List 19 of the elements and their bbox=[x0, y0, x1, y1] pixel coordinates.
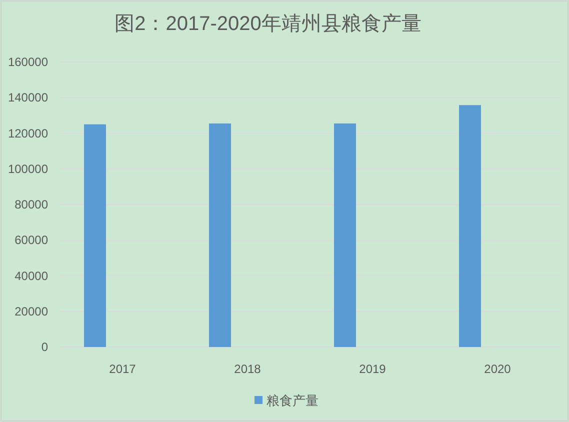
y-tick-label: 100000 bbox=[8, 162, 48, 176]
y-tick-label: 80000 bbox=[14, 198, 48, 212]
x-tick-label: 2020 bbox=[484, 362, 512, 376]
legend-label: 粮食产量 bbox=[266, 393, 318, 408]
y-tick-label: 0 bbox=[41, 340, 48, 354]
x-tick-label: 2017 bbox=[109, 362, 136, 376]
y-tick-label: 20000 bbox=[14, 304, 48, 318]
bar bbox=[84, 124, 106, 347]
y-tick-label: 40000 bbox=[14, 268, 48, 283]
y-tick-label: 60000 bbox=[14, 233, 48, 248]
chart-title: 图2：2017-2020年靖州县粮食产量 bbox=[114, 13, 422, 35]
y-tick-label: 140000 bbox=[8, 90, 48, 105]
x-tick-label: 2019 bbox=[359, 362, 386, 376]
bar bbox=[209, 123, 231, 347]
bar bbox=[334, 123, 356, 347]
bar bbox=[459, 105, 481, 347]
y-tick-label: 120000 bbox=[8, 126, 48, 140]
x-tick-label: 2018 bbox=[234, 362, 262, 376]
y-tick-label: 160000 bbox=[8, 55, 48, 69]
